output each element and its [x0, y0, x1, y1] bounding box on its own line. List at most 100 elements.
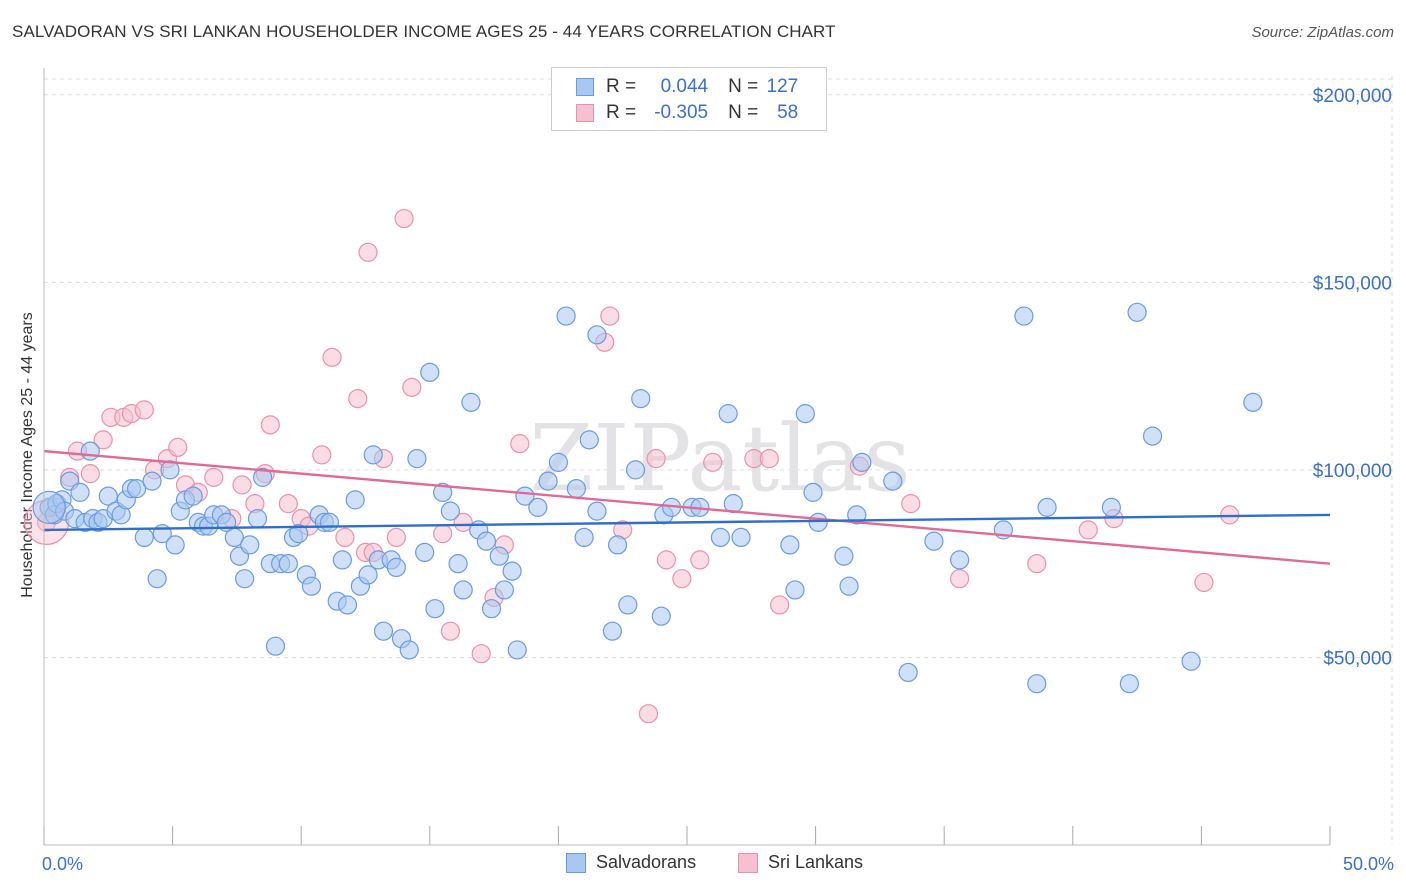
data-point-srilankans [471, 644, 491, 664]
data-point-srilankans [335, 527, 355, 548]
data-point-salvadorans [780, 535, 800, 555]
data-point-salvadorans [924, 531, 944, 551]
data-point-salvadorans [1142, 426, 1163, 446]
data-point-srilankans [901, 494, 921, 514]
data-point-salvadorans [301, 576, 322, 596]
data-point-srilankans [646, 449, 666, 469]
data-point-srilankans [950, 569, 970, 589]
legend-n-value: 127 [766, 76, 799, 97]
data-point-srilankans [769, 595, 790, 615]
data-point-salvadorans [345, 490, 365, 510]
data-point-salvadorans [489, 546, 509, 566]
series-swatch-srilankans [738, 852, 758, 873]
correlation-legend: R = 0.044 N = 127 R = -0.305 N = 58 [551, 67, 827, 131]
trend-line-srilankans [43, 449, 1331, 565]
data-point-salvadorans [651, 606, 671, 626]
data-point-salvadorans [494, 580, 514, 600]
y-tick-label: $150,000 [1313, 273, 1392, 294]
data-point-salvadorans [556, 306, 576, 326]
series-legend-srilankans: Sri Lankans [738, 852, 863, 873]
data-point-salvadorans [142, 471, 162, 491]
legend-r-value: 0.044 [660, 76, 709, 97]
data-point-salvadorans [898, 662, 918, 683]
data-point-srilankans [93, 430, 113, 450]
legend-r-label: R = [606, 76, 637, 97]
data-point-salvadorans [718, 404, 738, 424]
data-point-salvadorans [253, 467, 273, 487]
data-point-salvadorans [1127, 302, 1147, 322]
data-point-srilankans [134, 400, 154, 420]
data-point-salvadorans [839, 576, 859, 596]
data-point-srilankans [358, 242, 378, 262]
data-point-salvadorans [433, 482, 453, 502]
data-point-srilankans [1194, 572, 1214, 593]
data-point-salvadorans [407, 449, 427, 469]
data-point-salvadorans [440, 501, 460, 521]
data-point-salvadorans [1037, 497, 1057, 517]
series-legend-salvadorans: Salvadorans [566, 852, 696, 873]
data-point-salvadorans [80, 441, 100, 461]
legend-r-label: R = [606, 102, 637, 123]
data-point-salvadorans [587, 501, 607, 521]
data-point-salvadorans [1243, 392, 1263, 412]
data-point-salvadorans [386, 557, 406, 578]
data-point-salvadorans [183, 486, 203, 506]
data-point-srilankans [348, 389, 368, 409]
tick-labels: $50,000 $100,000 $150,000 $200,000 0.0% 50.0% [42, 86, 1394, 874]
data-point-salvadorans [625, 460, 646, 480]
y-tick-label: $100,000 [1313, 461, 1392, 482]
data-point-salvadorans [235, 569, 255, 589]
data-point-salvadorans [134, 527, 154, 548]
data-point-salvadorans [399, 640, 419, 660]
trend-lines [43, 449, 1331, 565]
y-tick-label: $50,000 [1323, 648, 1392, 669]
data-point-srilankans [638, 704, 659, 724]
data-point-salvadorans [420, 362, 440, 382]
data-point-srilankans [690, 550, 710, 570]
legend-r-value: -0.305 [654, 102, 709, 123]
data-point-salvadorans [448, 554, 468, 574]
data-point-salvadorans [160, 460, 180, 480]
data-point-salvadorans [538, 471, 558, 491]
data-point-salvadorans [98, 486, 118, 506]
legend-swatch-salvadorans [576, 78, 594, 96]
data-point-salvadorans [1101, 497, 1121, 517]
data-point-srilankans [168, 437, 188, 457]
legend-n-value: 58 [777, 102, 799, 123]
axes [43, 68, 1331, 846]
data-point-salvadorans [852, 452, 872, 472]
data-point-srilankans [260, 415, 280, 435]
data-point-salvadorans [1119, 674, 1139, 694]
data-point-salvadorans [453, 580, 473, 600]
data-point-salvadorans [289, 524, 309, 544]
data-point-salvadorans [1014, 306, 1034, 326]
data-point-salvadorans [415, 542, 435, 563]
data-point-salvadorans [731, 527, 751, 548]
data-point-salvadorans [883, 471, 903, 491]
data-point-salvadorans [481, 599, 502, 619]
data-point-salvadorans [126, 479, 147, 499]
data-point-salvadorans [528, 497, 548, 517]
data-point-salvadorans [461, 392, 481, 412]
data-point-salvadorans [363, 445, 383, 465]
data-point-srilankans [322, 347, 342, 367]
data-point-salvadorans [834, 546, 854, 566]
data-point-salvadorans [566, 479, 587, 499]
data-point-salvadorans [425, 599, 445, 619]
data-point-salvadorans [710, 527, 731, 548]
data-point-salvadorans [332, 550, 352, 570]
data-point-srilankans [433, 524, 453, 544]
data-point-srilankans [386, 527, 406, 548]
data-point-salvadorans [265, 636, 286, 656]
data-point-srilankans [232, 475, 252, 495]
data-point-srilankans [312, 445, 332, 465]
data-point-srilankans [759, 449, 779, 469]
data-point-srilankans [600, 306, 620, 326]
data-point-salvadorans [785, 580, 805, 600]
data-point-salvadorans [507, 640, 527, 660]
x-tick-label: 0.0% [42, 854, 83, 874]
data-point-srilankans [394, 208, 414, 229]
data-point-salvadorans [278, 554, 298, 574]
data-point-salvadorans [602, 621, 623, 641]
series-swatch-salvadorans [566, 852, 586, 873]
